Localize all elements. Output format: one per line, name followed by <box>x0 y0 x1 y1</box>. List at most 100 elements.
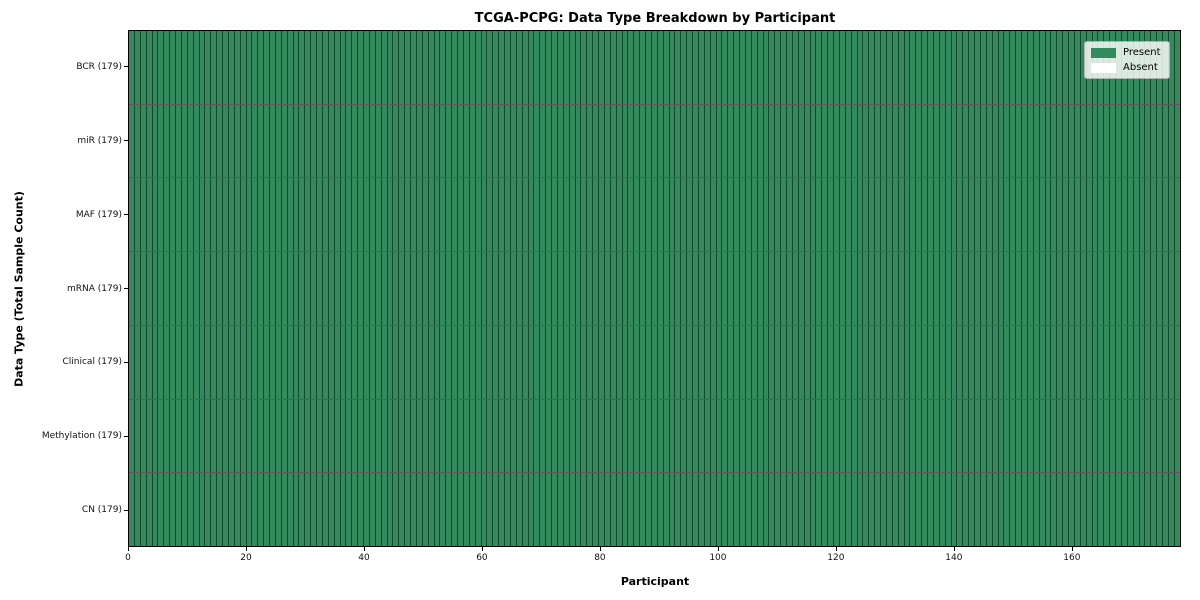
heatmap-cell <box>193 325 200 399</box>
heatmap-cell <box>499 104 505 178</box>
heatmap-cell <box>493 473 500 547</box>
heatmap-cell <box>851 252 858 325</box>
heatmap-cell <box>1004 252 1011 325</box>
heatmap-cell <box>687 473 693 547</box>
heatmap-cell <box>434 31 441 104</box>
heatmap-cell <box>311 104 317 178</box>
heatmap-cell <box>422 31 429 104</box>
heatmap-cell <box>792 325 799 399</box>
heatmap-cell <box>1010 31 1017 104</box>
heatmap-cell <box>516 104 523 178</box>
heatmap-cell <box>798 325 805 399</box>
heatmap-cell <box>616 252 623 325</box>
heatmap-cell <box>651 399 658 473</box>
x-axis-label: Participant <box>620 575 690 588</box>
heatmap-cell <box>563 104 570 178</box>
heatmap-cell <box>963 399 970 473</box>
heatmap-cell <box>904 473 911 547</box>
heatmap-cell <box>881 473 887 547</box>
heatmap-cell <box>728 325 735 399</box>
heatmap-cell <box>804 325 811 399</box>
heatmap-cell <box>881 31 887 104</box>
heatmap-cell <box>275 178 282 252</box>
heatmap-cell <box>381 325 388 399</box>
heatmap-cell <box>522 325 529 399</box>
heatmap-cell <box>798 252 805 325</box>
heatmap-cell <box>557 31 564 104</box>
heatmap-cell <box>839 104 846 178</box>
heatmap-cell <box>522 473 529 547</box>
heatmap-cell <box>152 31 159 104</box>
heatmap-cell <box>1039 104 1046 178</box>
heatmap-cell <box>986 178 993 252</box>
heatmap-cell <box>804 104 811 178</box>
heatmap-cell <box>769 104 776 178</box>
heatmap-cell <box>258 325 265 399</box>
heatmap-cell <box>428 252 435 325</box>
heatmap-cell <box>892 104 899 178</box>
heatmap-cell <box>939 399 946 473</box>
heatmap-cell <box>575 325 582 399</box>
heatmap-cell <box>381 399 388 473</box>
heatmap-cell <box>845 178 852 252</box>
heatmap-cell <box>1110 325 1116 399</box>
heatmap-cell <box>1022 252 1028 325</box>
heatmap-cell <box>1121 399 1128 473</box>
heatmap-cell <box>1168 31 1175 104</box>
heatmap-cell <box>252 473 259 547</box>
heatmap-cell <box>810 31 817 104</box>
heatmap-cell <box>1086 325 1093 399</box>
heatmap-cell <box>857 31 864 104</box>
heatmap-cell <box>252 399 259 473</box>
heatmap-cell <box>875 104 881 178</box>
heatmap-cell <box>463 178 470 252</box>
heatmap-cell <box>581 325 588 399</box>
heatmap-cell <box>158 473 165 547</box>
heatmap-cell <box>1051 31 1058 104</box>
heatmap-cell <box>845 104 852 178</box>
heatmap-cell <box>340 252 347 325</box>
heatmap-cell <box>640 252 646 325</box>
heatmap-cell <box>322 473 329 547</box>
x-tick-label: 60 <box>476 553 488 563</box>
heatmap-cell <box>352 325 359 399</box>
heatmap-cell <box>1057 178 1064 252</box>
heatmap-cell <box>646 325 652 399</box>
heatmap-cell <box>1022 473 1028 547</box>
heatmap-cell <box>240 252 247 325</box>
heatmap-cell <box>211 104 218 178</box>
heatmap-cell <box>569 399 576 473</box>
heatmap-cell <box>252 325 259 399</box>
heatmap-cell <box>358 325 364 399</box>
heatmap-cell <box>1145 325 1152 399</box>
heatmap-cell <box>1004 399 1011 473</box>
x-tick-label: 100 <box>709 553 727 563</box>
x-tick-mark <box>363 547 365 551</box>
heatmap-cell <box>563 399 570 473</box>
heatmap-cell <box>487 325 494 399</box>
heatmap-cell <box>546 399 552 473</box>
heatmap-cell <box>980 473 987 547</box>
x-tick-mark <box>1071 547 1073 551</box>
heatmap-cell <box>693 31 699 104</box>
heatmap-cell <box>458 325 464 399</box>
heatmap-cell <box>957 104 964 178</box>
heatmap-cell <box>599 178 605 252</box>
heatmap-cell <box>839 473 846 547</box>
heatmap-cell <box>822 178 829 252</box>
heatmap-cell <box>1039 178 1046 252</box>
heatmap-cell <box>129 399 135 473</box>
heatmap-cell <box>681 31 688 104</box>
heatmap-cell <box>1157 252 1163 325</box>
heatmap-cell <box>728 178 735 252</box>
heatmap-cell <box>657 31 664 104</box>
heatmap-cell <box>223 399 229 473</box>
legend-swatch-icon <box>1091 62 1116 73</box>
heatmap-cell <box>1069 252 1075 325</box>
heatmap-cell <box>951 252 958 325</box>
heatmap-cell <box>980 104 987 178</box>
heatmap-cell <box>916 325 923 399</box>
heatmap-cell <box>552 252 558 325</box>
heatmap-cell <box>857 399 864 473</box>
heatmap-cell <box>646 252 652 325</box>
